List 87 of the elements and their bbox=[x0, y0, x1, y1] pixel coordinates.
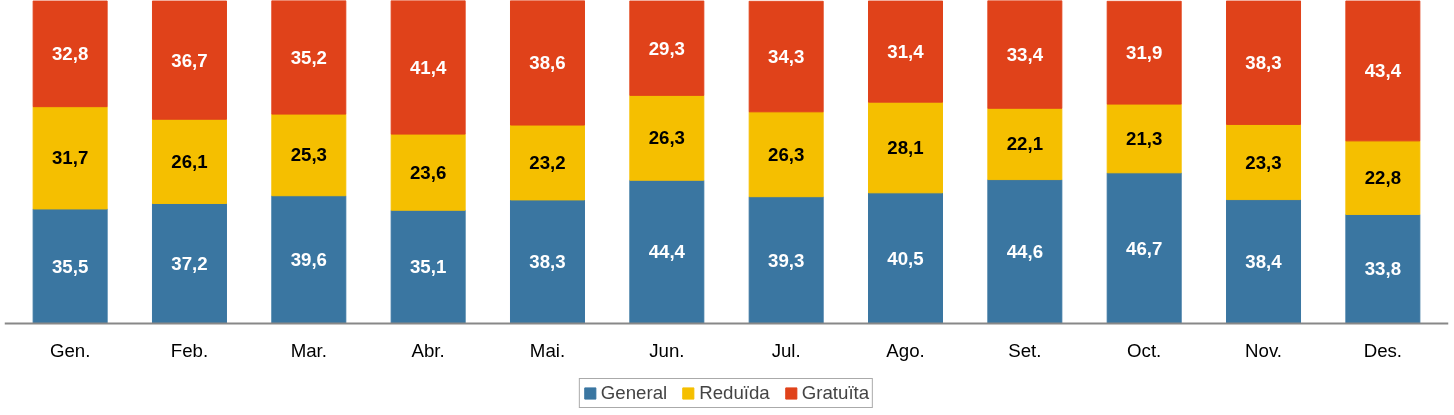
bar bbox=[1345, 0, 1421, 142]
bar bbox=[1106, 103, 1182, 174]
bar bbox=[868, 192, 943, 324]
bar bbox=[151, 202, 227, 324]
legend-label: General bbox=[600, 382, 668, 404]
data-label: 38,6 bbox=[529, 52, 566, 74]
data-label: 39,3 bbox=[768, 249, 805, 271]
data-label: 26,3 bbox=[768, 143, 805, 165]
bar bbox=[32, 0, 108, 108]
data-label: 23,3 bbox=[1245, 151, 1282, 173]
legend-label: Gratuïta bbox=[801, 382, 870, 404]
bar bbox=[1226, 199, 1302, 324]
x-tick-label: Mar. bbox=[290, 339, 327, 361]
data-label: 26,3 bbox=[648, 127, 685, 149]
bar bbox=[748, 0, 824, 113]
data-label: 44,6 bbox=[1006, 241, 1043, 263]
data-label: 41,4 bbox=[410, 56, 447, 78]
data-label: 44,4 bbox=[648, 241, 686, 263]
bar bbox=[390, 209, 466, 324]
data-label: 31,9 bbox=[1126, 42, 1163, 64]
legend-label: Reduïda bbox=[699, 382, 770, 404]
x-tick-label: Jun. bbox=[649, 339, 685, 361]
bar bbox=[151, 0, 227, 120]
data-label: 38,3 bbox=[529, 251, 566, 273]
data-label: 22,1 bbox=[1006, 133, 1043, 155]
data-label: 40,5 bbox=[887, 247, 924, 269]
bar bbox=[987, 179, 1063, 324]
data-label: 31,4 bbox=[887, 40, 925, 62]
data-label: 21,3 bbox=[1126, 127, 1163, 149]
bar bbox=[1106, 0, 1182, 105]
bar bbox=[271, 195, 347, 324]
bar bbox=[510, 199, 585, 324]
data-label: 39,6 bbox=[290, 249, 327, 271]
bar bbox=[629, 0, 705, 96]
data-label: 43,4 bbox=[1364, 60, 1402, 82]
data-label: 33,4 bbox=[1006, 43, 1044, 65]
bar bbox=[1226, 0, 1302, 125]
bar bbox=[1345, 140, 1421, 215]
bar bbox=[748, 111, 824, 198]
bar bbox=[510, 124, 585, 201]
bar bbox=[629, 179, 705, 324]
bar bbox=[1106, 172, 1182, 324]
x-tick-label: Jul. bbox=[771, 339, 801, 361]
bar bbox=[271, 113, 347, 197]
data-label: 28,1 bbox=[887, 136, 924, 158]
bar bbox=[390, 0, 466, 135]
data-label: 35,5 bbox=[51, 255, 89, 277]
bar bbox=[1345, 213, 1421, 324]
data-label: 33,8 bbox=[1364, 258, 1402, 280]
x-tick-label: Mai. bbox=[529, 339, 566, 361]
data-label: 32,8 bbox=[51, 43, 89, 65]
bar bbox=[629, 94, 705, 181]
bar bbox=[1226, 123, 1302, 201]
x-tick-label: Oct. bbox=[1127, 339, 1162, 361]
bar bbox=[32, 106, 108, 210]
bar bbox=[390, 133, 466, 211]
data-label: 38,3 bbox=[1245, 52, 1282, 74]
data-label: 34,3 bbox=[768, 45, 805, 67]
data-label: 38,4 bbox=[1245, 251, 1283, 273]
data-label: 26,1 bbox=[171, 150, 208, 172]
data-label: 46,7 bbox=[1126, 237, 1163, 259]
bar bbox=[510, 0, 585, 126]
data-label: 36,7 bbox=[171, 49, 208, 71]
data-label: 22,8 bbox=[1364, 167, 1402, 189]
data-label: 25,3 bbox=[290, 144, 327, 166]
data-label: 35,2 bbox=[290, 46, 327, 68]
x-tick-label: Des. bbox=[1363, 339, 1403, 361]
bar bbox=[151, 118, 227, 204]
x-tick-label: Gen. bbox=[49, 339, 91, 361]
bar bbox=[868, 101, 943, 194]
bar bbox=[748, 196, 824, 324]
data-label: 31,7 bbox=[51, 147, 89, 169]
x-tick-label: Abr. bbox=[411, 339, 445, 361]
bar bbox=[868, 0, 943, 103]
x-tick-label: Ago. bbox=[886, 339, 925, 361]
data-label: 35,1 bbox=[410, 256, 447, 278]
bar bbox=[32, 208, 108, 324]
data-label: 23,2 bbox=[529, 151, 566, 173]
bar bbox=[271, 0, 347, 115]
bar bbox=[987, 0, 1063, 109]
data-label: 37,2 bbox=[171, 252, 208, 274]
x-tick-label: Feb. bbox=[170, 339, 209, 361]
data-label: 23,6 bbox=[410, 161, 447, 183]
x-tick-label: Nov. bbox=[1245, 339, 1283, 361]
data-label: 29,3 bbox=[648, 37, 685, 59]
bar bbox=[987, 107, 1063, 181]
x-tick-label: Set. bbox=[1008, 339, 1042, 361]
